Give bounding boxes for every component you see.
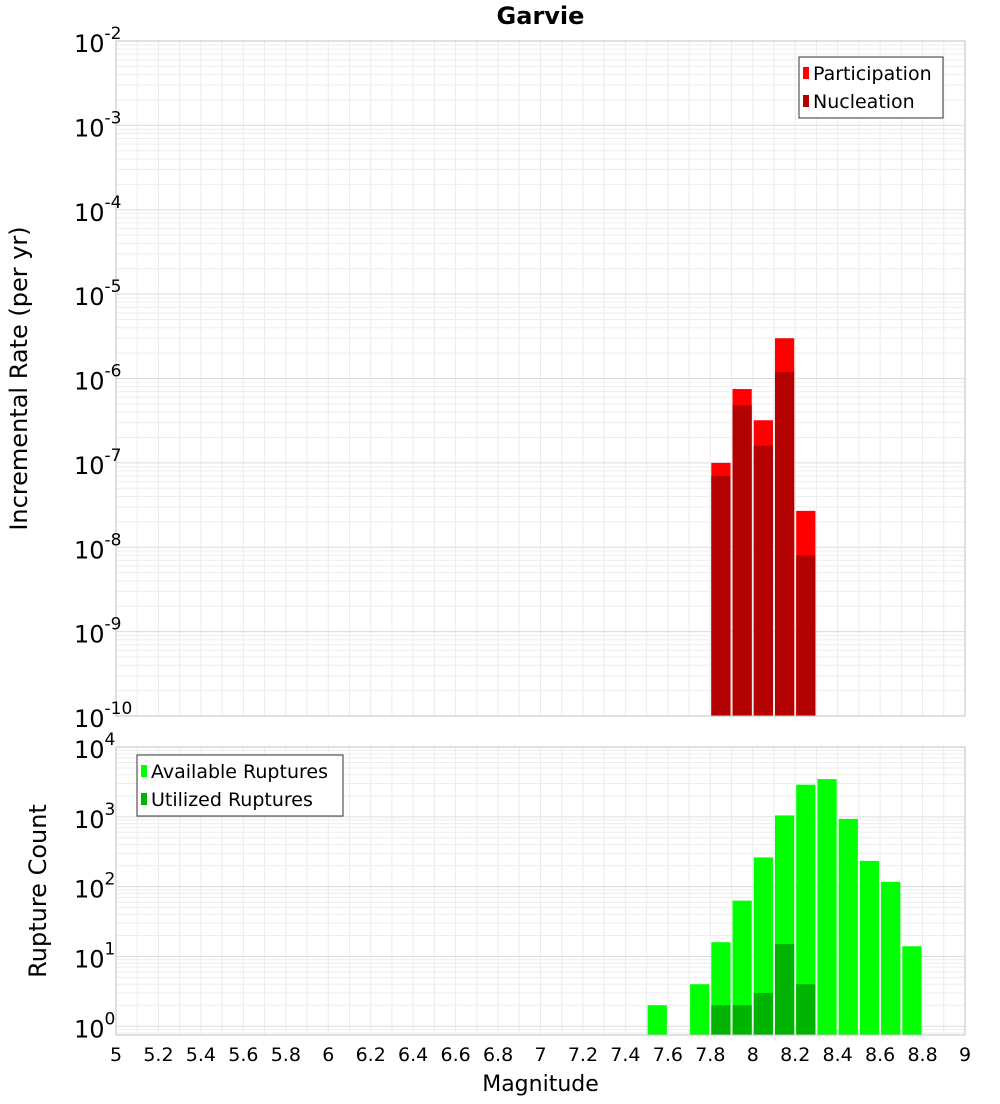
y-axis-label: Rupture Count [24,804,52,978]
y-tick-exponent: -5 [105,277,122,297]
legend-swatch [803,95,809,107]
y-tick-label: 10-9 [74,615,122,649]
y-tick-exponent: 1 [105,939,116,959]
legend: Participation Nucleation [798,56,944,119]
y-tick-exponent: -3 [105,108,122,128]
legend-swatch [141,765,147,777]
x-tick-label: 7.6 [653,1044,683,1066]
bar [796,984,816,1035]
bar [732,405,752,716]
legend-label: Available Ruptures [151,761,328,783]
x-tick-label: 7.4 [610,1044,640,1066]
chart-title: Garvie [497,2,585,30]
bar [796,555,816,716]
x-tick-label: 8.8 [907,1044,937,1066]
bar [774,371,795,716]
x-tick-label: 8.6 [865,1044,895,1066]
y-tick-exponent: -4 [105,193,122,213]
bar [902,946,922,1035]
bar [711,475,731,716]
x-tick-label: 6.8 [483,1044,513,1066]
bar [859,860,880,1035]
legend-box [798,56,944,119]
series-nucleation [711,371,816,716]
bar [753,857,773,1035]
y-tick-label: 10-3 [74,108,122,142]
bar [753,445,773,716]
y-tick-exponent: -6 [105,362,122,382]
x-tick-label: 7.8 [695,1044,725,1066]
x-tick-label: 7 [534,1044,546,1066]
y-tick-label: 10-5 [74,277,122,311]
y-tick-exponent: -8 [105,530,122,550]
bar [753,992,773,1035]
series-utilized-ruptures [711,944,816,1035]
bar [774,944,795,1035]
y-tick-exponent: -2 [105,24,122,44]
bar [647,1005,667,1035]
y-tick-label: 10-2 [74,24,122,58]
y-tick-exponent: 0 [105,1009,116,1029]
x-tick-label: 5.8 [271,1044,301,1066]
y-tick-exponent: -9 [105,615,122,635]
x-tick-label: 5.6 [228,1044,258,1066]
plot-frame [115,746,966,1036]
y-tick-exponent: -10 [105,699,133,719]
x-tick-label: 6.4 [398,1044,428,1066]
y-tick-exponent: 3 [105,800,116,820]
y-tick-label: 102 [74,870,115,904]
x-tick-label: 6.6 [440,1044,470,1066]
y-tick-exponent: -7 [105,446,122,466]
bar [838,818,858,1035]
x-tick-label: 6 [322,1044,334,1066]
legend-box [136,754,344,817]
bar [881,881,901,1035]
bar [732,900,752,1035]
y-tick-label: 10-8 [74,530,122,564]
plot-frame [115,40,966,717]
y-tick-label: 101 [74,939,115,973]
y-axis-label: Incremental Rate (per yr) [5,226,33,530]
x-tick-label: 8.4 [823,1044,853,1066]
bar [796,784,816,1035]
y-tick-label: 10-6 [74,362,122,396]
x-axis-label: Magnitude [482,1072,599,1097]
bar [732,1005,752,1035]
x-tick-label: 5.4 [186,1044,216,1066]
legend-label: Participation [813,63,932,85]
x-tick-labels: 5 5.2 5.4 5.6 5.8 6 6.2 6.4 6.6 6.8 7 7.2 7.4 7.6 7.8 8… [110,1044,971,1066]
x-tick-label: 5.2 [143,1044,173,1066]
series-available-ruptures [647,779,922,1035]
y-tick-label: 103 [74,800,115,834]
rate-chart: 10-10 10-9 10-8 10-7 10-6 10-5 10-4 10-3 10-2 Inc… [5,2,966,733]
y-tick-label: 104 [74,730,115,764]
bar [817,779,837,1035]
legend-label: Nucleation [813,91,915,113]
x-tick-label: 6.2 [356,1044,386,1066]
y-tick-label: 100 [74,1009,115,1043]
grid [115,40,966,717]
bar [711,1005,731,1035]
x-tick-label: 8.2 [780,1044,810,1066]
legend-swatch [803,67,809,79]
x-tick-label: 8 [747,1044,759,1066]
bar [690,984,710,1035]
y-tick-exponent: 4 [105,730,116,750]
y-tick-label: 10-10 [74,699,132,733]
legend-label: Utilized Ruptures [151,789,313,811]
y-tick-label: 10-4 [74,193,122,227]
legend: Available Ruptures Utilized Ruptures [136,754,344,817]
x-tick-label: 7.2 [568,1044,598,1066]
y-tick-label: 10-7 [74,446,122,480]
y-tick-exponent: 2 [105,870,116,890]
legend-swatch [141,793,147,805]
x-tick-label: 5 [110,1044,122,1066]
x-tick-label: 9 [959,1044,971,1066]
